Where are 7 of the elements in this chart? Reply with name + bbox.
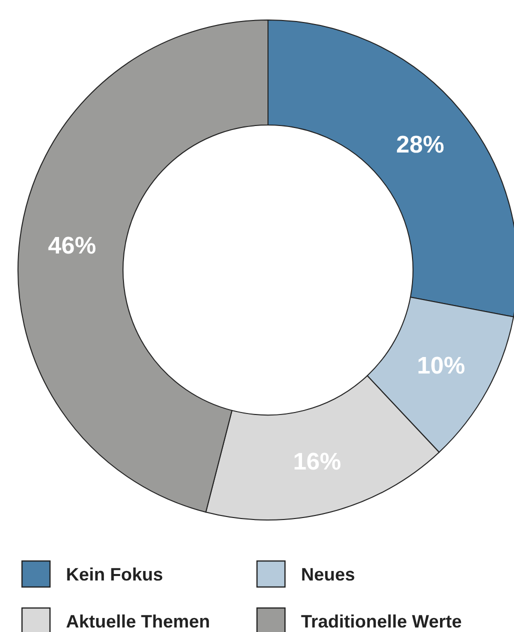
- legend-label: Neues: [301, 564, 356, 584]
- data-label: 28%: [396, 132, 444, 159]
- data-label: 46%: [48, 232, 96, 260]
- legend-label: Kein Fokus: [66, 564, 164, 584]
- data-label: 10%: [417, 352, 466, 380]
- legend-label: Traditionelle Werte: [301, 611, 462, 632]
- legend-label: Aktuelle Themen: [66, 611, 210, 632]
